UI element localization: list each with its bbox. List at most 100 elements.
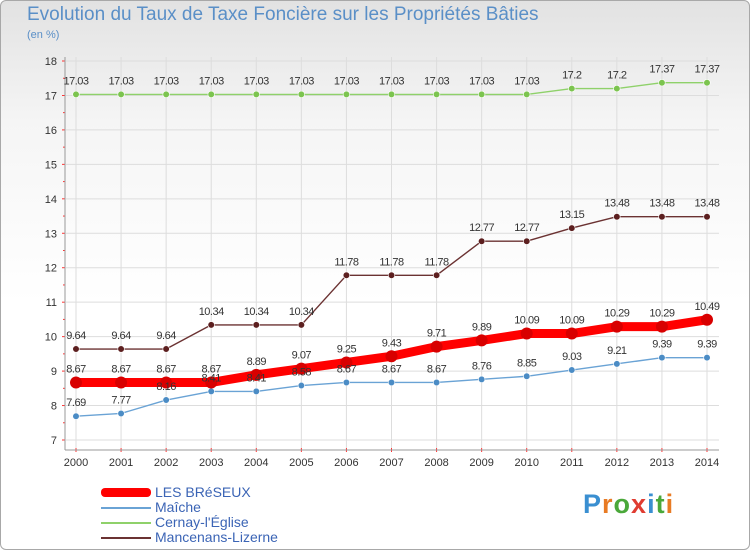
data-label: 17.03: [199, 75, 224, 87]
data-label: 17.37: [694, 64, 719, 76]
data-label: 9.89: [472, 321, 492, 333]
data-label: 13.48: [694, 198, 719, 210]
data-point: [703, 354, 711, 362]
data-point: [701, 313, 713, 326]
data-label: 9.03: [562, 351, 582, 363]
data-point: [252, 387, 260, 396]
data-point: [342, 271, 351, 279]
data-label: 9.64: [66, 330, 86, 342]
data-point: [205, 376, 218, 389]
data-label: 11.78: [334, 256, 359, 268]
y-tick-label: 12: [45, 263, 57, 275]
data-label: 7.77: [111, 394, 131, 406]
x-tick-label: 2007: [379, 457, 403, 469]
legend: LES BRéSEUX Maîche Cernay-l'Église Mancenan…: [101, 485, 278, 545]
axes: 7 8 9 10 11 12 13 14 15 16 17 18 2000 2001 2002 2003 200…: [45, 56, 719, 469]
data-point: [432, 378, 441, 387]
data-point: [207, 90, 215, 99]
data-label: 8.58: [292, 367, 312, 379]
data-label: 7.69: [66, 397, 86, 409]
data-point: [295, 362, 308, 375]
legend-label: LES BRéSEUX: [155, 484, 251, 500]
legend-item: Mancenans-Lizerne: [101, 530, 278, 545]
data-labels: 17.03 17.03 17.03 17.03 17.03 17.03 17.03 17.03…: [63, 64, 720, 410]
x-tick-label: 2000: [64, 457, 88, 469]
data-label: 17.03: [334, 75, 359, 87]
x-tick-label: 2006: [334, 457, 358, 469]
data-label: 17.03: [289, 75, 314, 87]
data-point: [430, 340, 443, 353]
data-point: [72, 90, 80, 99]
data-label: 10.09: [514, 315, 539, 327]
data-label: 12.77: [469, 222, 494, 234]
data-label: 8.89: [247, 356, 267, 368]
data-point: [117, 90, 125, 99]
data-point: [610, 320, 623, 333]
data-label: 10.34: [244, 306, 269, 318]
data-label: 17.03: [379, 75, 404, 87]
data-label: 8.41: [247, 372, 267, 384]
data-point: [523, 237, 531, 245]
data-label: 9.64: [156, 330, 176, 342]
x-tick-label: 2014: [695, 457, 719, 469]
data-point: [613, 360, 621, 368]
y-tick-label: 14: [45, 194, 57, 206]
data-point: [568, 224, 576, 232]
data-label: 17.37: [649, 64, 674, 76]
data-point: [565, 327, 578, 340]
data-point: [432, 90, 441, 99]
data-point: [387, 90, 396, 99]
data-label: 17.03: [63, 75, 88, 87]
data-point: [658, 354, 666, 362]
legend-swatch: [101, 521, 151, 524]
data-label: 9.39: [697, 339, 717, 351]
y-tick-label: 10: [45, 332, 57, 344]
x-tick-label: 2010: [514, 457, 538, 469]
data-point: [252, 321, 260, 329]
data-point: [70, 376, 82, 389]
data-point: [162, 396, 170, 404]
data-point: [117, 409, 125, 418]
logo-letter: t: [655, 489, 666, 519]
data-point: [117, 345, 125, 353]
data-label: 10.34: [199, 306, 224, 318]
chart-title: Evolution du Taux de Taxe Foncière sur l…: [27, 4, 539, 25]
data-label: 17.03: [244, 75, 269, 87]
x-tick-label: 2002: [154, 457, 178, 469]
y-tick-label: 9: [51, 366, 57, 378]
data-point: [385, 350, 398, 363]
data-point: [520, 327, 533, 340]
data-label: 8.67: [337, 363, 357, 375]
data-label: 17.2: [607, 70, 627, 82]
data-label: 10.49: [694, 301, 719, 313]
data-label: 17.03: [424, 75, 449, 87]
proxiti-logo: Proxiti: [583, 489, 674, 520]
data-label: 8.67: [66, 363, 86, 375]
logo-letter: r: [602, 489, 614, 519]
data-label: 8.67: [427, 363, 447, 375]
logo-letter: x: [631, 489, 648, 519]
data-point: [340, 356, 353, 369]
legend-swatch: [101, 536, 151, 539]
y-unit-label: (en %): [27, 29, 60, 41]
legend-swatch: [101, 488, 151, 497]
y-tick-label: 18: [45, 56, 57, 68]
data-point: [297, 90, 305, 99]
data-point: [568, 84, 576, 93]
data-point: [115, 376, 128, 389]
x-tick-label: 2013: [650, 457, 674, 469]
data-point: [387, 378, 396, 387]
data-label: 9.21: [607, 345, 627, 357]
y-tick-label: 11: [46, 297, 57, 309]
legend-swatch: [101, 506, 151, 509]
data-label: 9.25: [337, 343, 357, 355]
y-tick-label: 7: [51, 435, 57, 447]
data-point: [658, 79, 666, 87]
x-tick-label: 2009: [469, 457, 493, 469]
x-tick-label: 2003: [199, 457, 223, 469]
data-point: [613, 84, 621, 93]
data-point: [432, 271, 441, 279]
data-point: [613, 213, 621, 221]
